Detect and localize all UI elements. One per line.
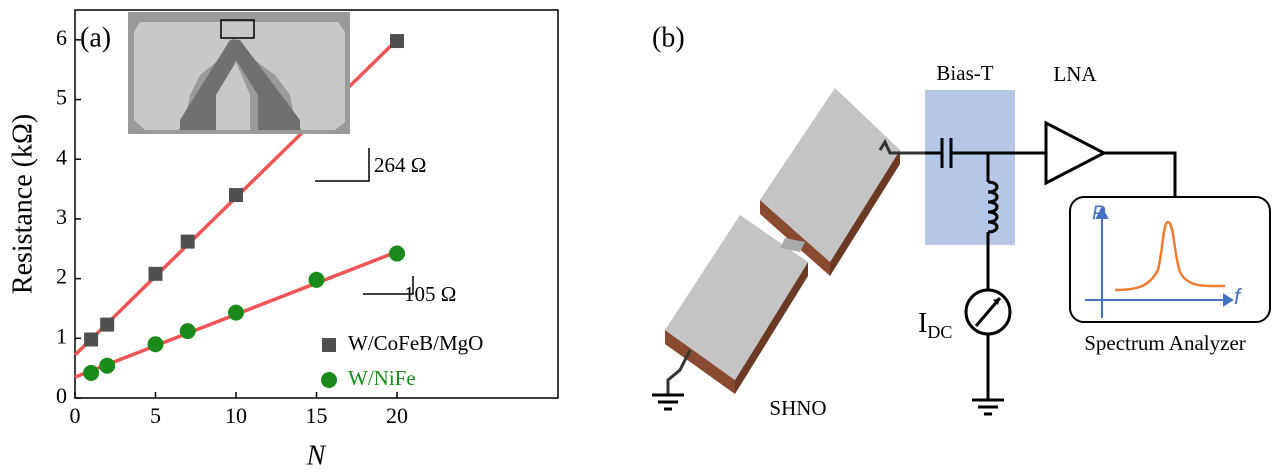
point <box>180 234 195 249</box>
panel-label: (b) <box>652 22 685 53</box>
slope-triangle <box>315 148 370 182</box>
point <box>390 34 404 49</box>
y-tick-label: 2 <box>56 264 67 289</box>
x-tick-label: 10 <box>225 403 247 428</box>
slope-triangle <box>363 276 414 295</box>
analyzer-y-label: P <box>1092 202 1106 224</box>
analyzer-axes <box>1085 205 1234 318</box>
point <box>228 304 244 321</box>
point <box>322 338 336 352</box>
y-tick-label: 3 <box>56 204 67 229</box>
point <box>308 271 325 288</box>
point <box>389 245 405 262</box>
bias-tee-box <box>925 90 1015 245</box>
point <box>83 364 100 381</box>
y-tick-label: 5 <box>56 85 67 110</box>
current-label: IDC <box>918 308 952 342</box>
point <box>100 317 115 332</box>
amplifier-label: LNA <box>1053 62 1097 86</box>
x-tick-label: 0 <box>70 403 81 428</box>
analyzer-x-label: f <box>1234 284 1243 309</box>
shno-device <box>665 88 925 395</box>
x-tick-label: 15 <box>306 403 328 428</box>
y-tick-label: 4 <box>56 144 67 169</box>
y-tick-label: 0 <box>56 383 67 408</box>
point <box>229 188 243 203</box>
spectrum-peak <box>1114 220 1226 292</box>
device-label: SHNO <box>769 396 826 420</box>
point <box>321 372 337 388</box>
x-tick-label: 5 <box>150 403 161 428</box>
point <box>99 357 116 374</box>
chart-a: 0 1 2 3 4 5 6 0 5 10 15 20 W/CoFeB/MgO W/NiFe <box>56 9 559 428</box>
panel-label: (a) <box>80 22 111 53</box>
legend-label: W/CoFeB/MgO <box>348 331 483 355</box>
point <box>148 266 163 281</box>
point <box>179 323 196 340</box>
bias-tee-label: Bias-T <box>936 61 993 85</box>
current-symbol: I <box>918 308 927 339</box>
x-axis-label: N <box>306 440 327 471</box>
current-subscript: DC <box>927 322 952 342</box>
y-tick-label: 1 <box>56 323 67 348</box>
analyzer-label: Spectrum Analyzer <box>1084 331 1246 355</box>
x-tick-label: 20 <box>386 403 408 428</box>
point <box>84 332 99 347</box>
point <box>147 336 164 353</box>
inset-image <box>128 12 350 134</box>
legend-label: W/NiFe <box>348 366 416 390</box>
y-axis-label: Resistance (kΩ) <box>7 114 38 294</box>
annotation: 105 Ω <box>404 282 456 306</box>
annotation: 264 Ω <box>374 153 426 177</box>
y-tick-label: 6 <box>56 25 67 50</box>
